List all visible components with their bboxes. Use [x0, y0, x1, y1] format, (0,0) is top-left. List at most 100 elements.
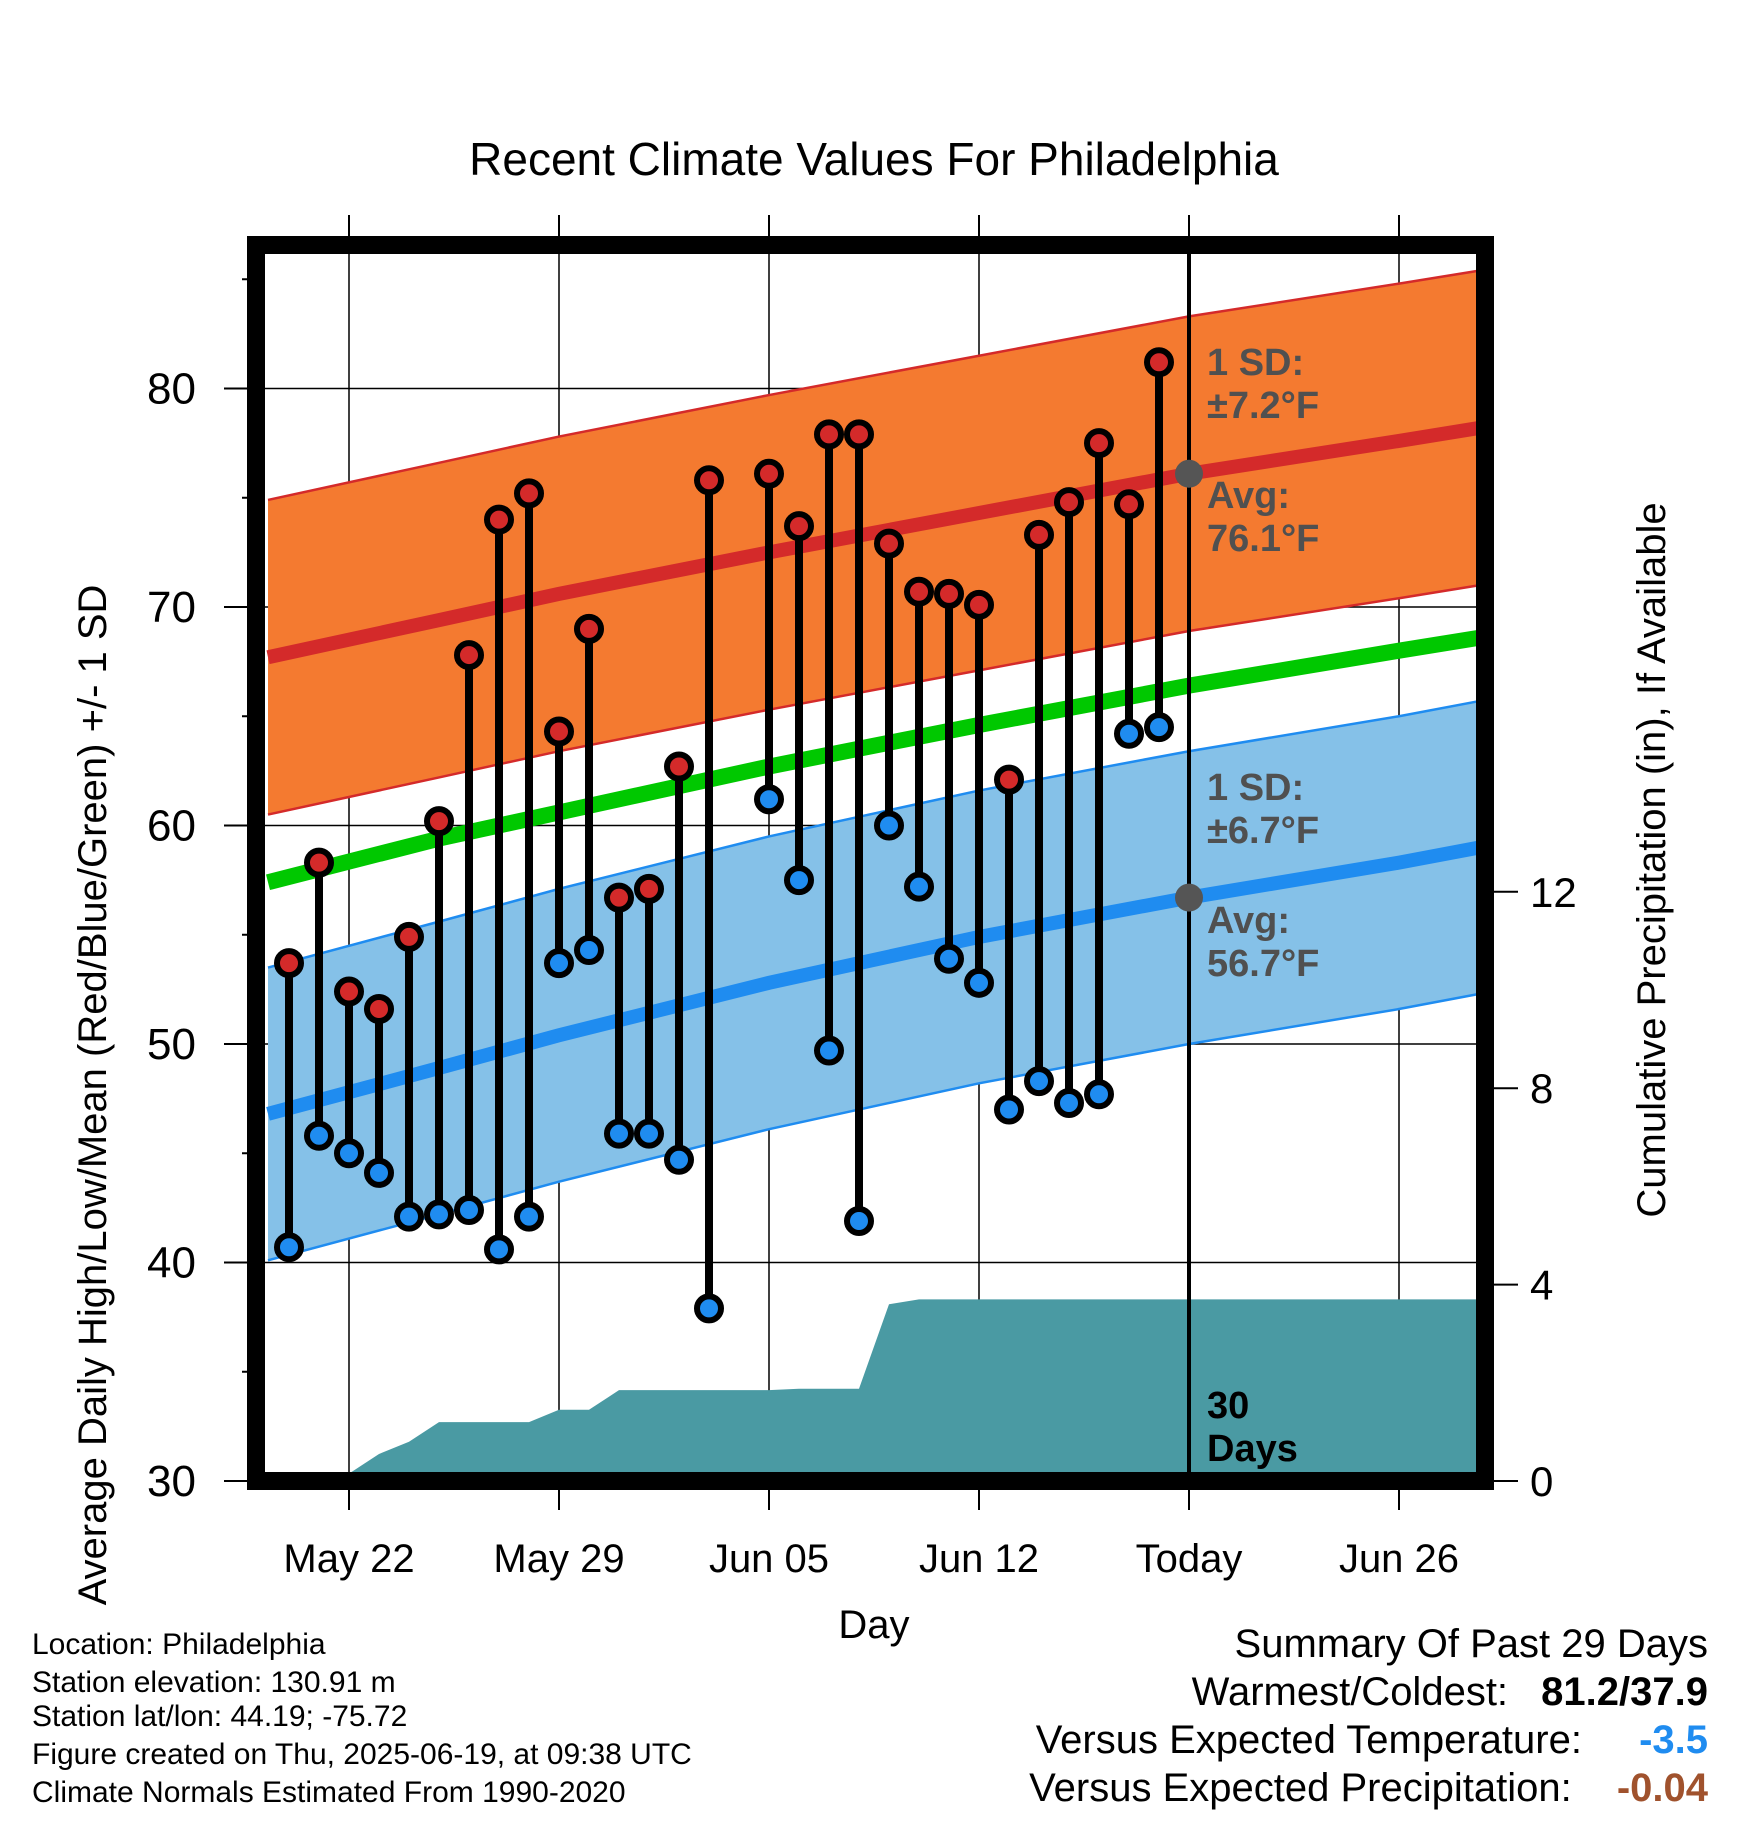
summary-heading: Summary Of Past 29 Days	[1234, 1622, 1708, 1666]
daily-high-point	[874, 528, 904, 559]
daily-low-point	[1024, 1066, 1054, 1097]
x-tick-label: Jun 12	[919, 1537, 1039, 1581]
daily-high-point	[784, 511, 814, 542]
daily-low-point	[934, 943, 964, 974]
summary-temp-value: -3.5	[1639, 1718, 1708, 1762]
summary-precip-label: Versus Expected Precipitation:	[1029, 1766, 1572, 1810]
x-tick-label: May 29	[493, 1537, 624, 1581]
x-axis-label: Day	[838, 1603, 909, 1647]
daily-high-point	[1054, 487, 1084, 518]
days-label: Days	[1207, 1428, 1298, 1470]
daily-high-point	[574, 613, 604, 644]
daily-low-point	[274, 1232, 304, 1263]
daily-low-point	[814, 1035, 844, 1066]
daily-low-point	[394, 1201, 424, 1232]
y2-tick-label: 0	[1530, 1458, 1553, 1505]
x-tick-label: Jun 26	[1339, 1537, 1459, 1581]
plot-frame-group	[247, 236, 1494, 1490]
chart-title: Recent Climate Values For Philadelphia	[469, 133, 1279, 185]
daily-low-point	[604, 1118, 634, 1149]
info-created: Figure created on Thu, 2025-06-19, at 09…	[32, 1738, 692, 1771]
y-axis-label: Average Daily High/Low/Mean (Red/Blue/Gr…	[71, 585, 115, 1606]
normal-lines	[266, 420, 1482, 1121]
daily-high-point	[934, 578, 964, 609]
daily-low-point	[994, 1094, 1024, 1125]
daily-high-point	[274, 948, 304, 979]
daily-low-point	[694, 1293, 724, 1324]
daily-low-point	[1084, 1079, 1114, 1110]
low-sd-value: ±6.7°F	[1207, 810, 1319, 852]
daily-high-point	[754, 458, 784, 489]
daily-low-point	[1144, 712, 1174, 743]
daily-high-point	[484, 504, 514, 535]
daily-low-point	[784, 865, 814, 896]
info-latlon: Station lat/lon: 44.19; -75.72	[32, 1700, 408, 1733]
low-sd-label: 1 SD:	[1207, 767, 1304, 809]
daily-high-point	[634, 873, 664, 904]
normal-bands	[267, 269, 1481, 1262]
daily-low-point	[1114, 718, 1144, 749]
high-sd-band	[268, 270, 1480, 815]
y-tick-label: 30	[147, 1457, 196, 1506]
high-avg-label: Avg:	[1207, 475, 1290, 517]
daily-low-point	[424, 1199, 454, 1230]
daily-high-point	[544, 716, 574, 747]
high-sd-value: ±7.2°F	[1207, 385, 1319, 427]
daily-low-point	[664, 1144, 694, 1175]
daily-low-point	[454, 1195, 484, 1226]
plot-frame	[247, 236, 1494, 1490]
normal-low-line	[266, 840, 1482, 1121]
daily-high-point	[1144, 347, 1174, 378]
daily-high-point	[424, 806, 454, 837]
high-sd-label: 1 SD:	[1207, 342, 1304, 384]
y-tick-label: 40	[147, 1239, 196, 1288]
high-sd-band-upper-edge	[267, 269, 1481, 502]
daily-low-point	[544, 948, 574, 979]
daily-low-point	[904, 871, 934, 902]
x-tick-label: May 22	[283, 1537, 414, 1581]
info-location: Location: Philadelphia	[32, 1628, 326, 1661]
y-tick-label: 70	[147, 583, 196, 632]
y2-axis-label: Cumulative Precipitation (in), If Availa…	[1630, 502, 1674, 1217]
info-elevation: Station elevation: 130.91 m	[32, 1666, 396, 1699]
daily-high-point	[364, 994, 394, 1025]
daily-high-point	[1114, 489, 1144, 520]
daily-high-point	[814, 419, 844, 450]
daily-low-point	[304, 1120, 334, 1151]
daily-high-point	[454, 640, 484, 671]
high-avg-value: 76.1°F	[1207, 518, 1319, 560]
daily-high-point	[514, 478, 544, 509]
today-marker-group	[1175, 245, 1203, 1481]
x-tick-label: Today	[1136, 1537, 1243, 1581]
daily-high-point	[1024, 519, 1054, 550]
y-tick-label: 60	[147, 802, 196, 851]
low-avg-value: 56.7°F	[1207, 943, 1319, 985]
axes-group: 30 40 50 60 70 80 0 4 8 12 May 22 May 29 Jun 05 Jun 1…	[147, 215, 1577, 1581]
summary-warmest-value: 81.2/37.9	[1541, 1670, 1708, 1714]
daily-low-point	[334, 1138, 364, 1169]
daily-high-point	[334, 976, 364, 1007]
daily-low-point	[1054, 1087, 1084, 1118]
daily-low-point	[364, 1157, 394, 1188]
cumulative-precip-area	[268, 1299, 1480, 1481]
x-tick-label: Jun 05	[709, 1537, 829, 1581]
daily-high-point	[844, 419, 874, 450]
daily-low-point	[964, 967, 994, 998]
daily-high-point	[964, 589, 994, 620]
y2-tick-label: 12	[1530, 869, 1577, 916]
daily-high-point	[394, 921, 424, 952]
daily-high-point	[304, 847, 334, 878]
daily-high-point	[664, 751, 694, 782]
summary-precip-row: Versus Expected Precipitation: -0.04	[1029, 1764, 1708, 1812]
high-sd-band-lower-edge	[267, 583, 1481, 816]
daily-low-point	[754, 784, 784, 815]
summary-temp-row: Versus Expected Temperature: -3.5	[1029, 1716, 1708, 1764]
summary-panel: Summary Of Past 29 Days Warmest/Coldest:…	[1029, 1620, 1708, 1812]
daily-low-point	[874, 810, 904, 841]
daily-high-point	[994, 764, 1024, 795]
y2-tick-label: 4	[1530, 1262, 1553, 1309]
daily-high-point	[1084, 428, 1114, 459]
daily-observations	[274, 347, 1174, 1324]
